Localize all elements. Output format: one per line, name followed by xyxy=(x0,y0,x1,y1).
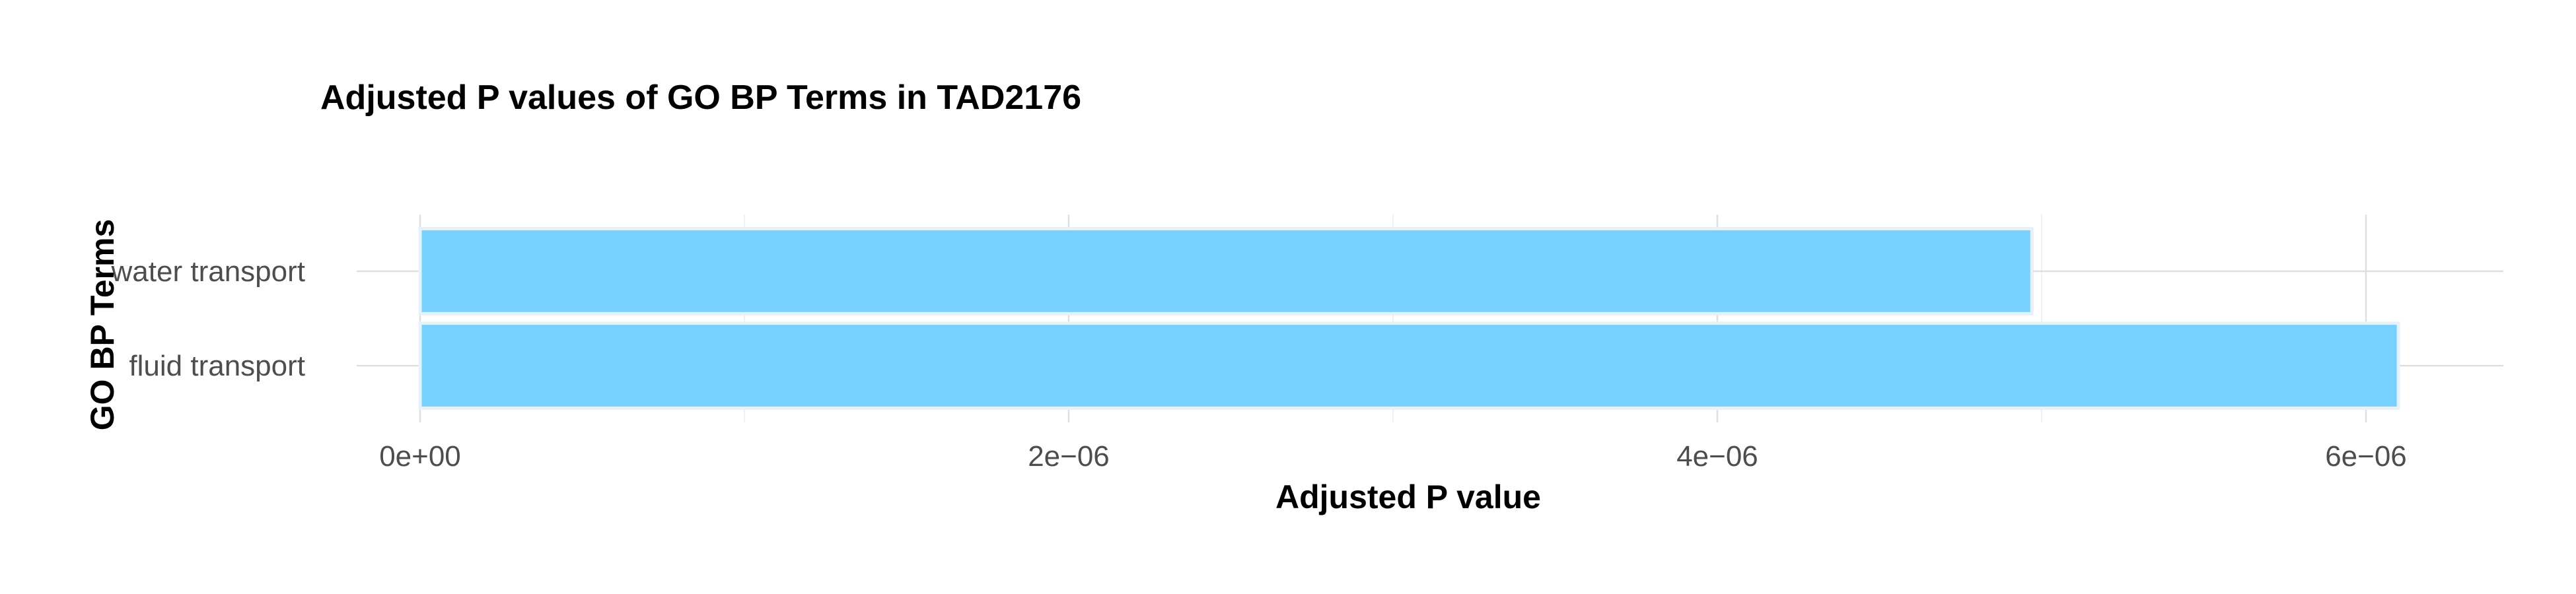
x-tick-labels: 0e+00 2e−06 4e−06 6e−06 xyxy=(379,440,2407,473)
bar-fluid-transport xyxy=(418,321,2400,411)
x-tick-label: 0e+00 xyxy=(379,440,461,473)
y-tick-label: water transport xyxy=(111,255,305,288)
y-tick-label: fluid transport xyxy=(129,350,305,382)
y-axis-title: GO BP Terms xyxy=(84,219,121,430)
bar-water-transport xyxy=(418,226,2034,315)
bar-layer xyxy=(418,226,2400,411)
chart-title: Adjusted P values of GO BP Terms in TAD2… xyxy=(320,79,1081,117)
x-tick-label: 4e−06 xyxy=(1676,440,1758,473)
x-tick-label: 2e−06 xyxy=(1028,440,1110,473)
y-tick-labels: fluid transport water transport xyxy=(111,255,305,382)
x-axis-title: Adjusted P value xyxy=(1275,478,1541,515)
x-tick-label: 6e−06 xyxy=(2325,440,2407,473)
